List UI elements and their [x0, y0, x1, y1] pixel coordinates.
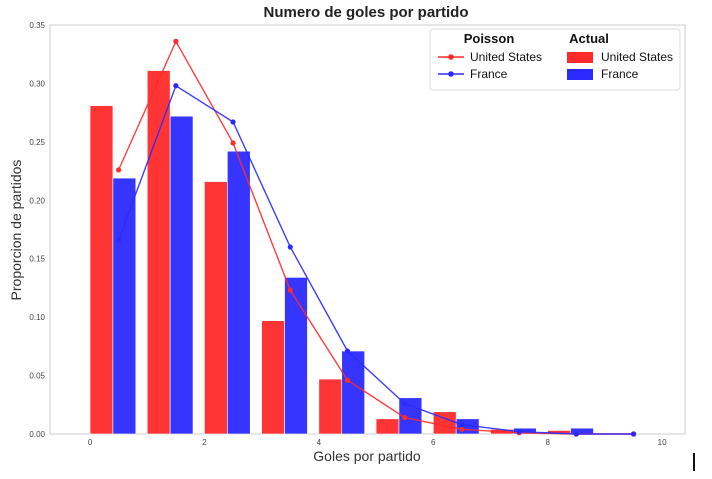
bar-france-1 [169, 115, 194, 435]
point-poisson-united-states-4.5 [344, 377, 351, 383]
lines-layer [116, 38, 637, 437]
y-tick-label: 0.00 [29, 430, 45, 439]
bar-france-2 [227, 150, 251, 435]
x-tick-label: 6 [431, 438, 436, 447]
y-axis-label: Proporcion de partidos [8, 160, 24, 301]
x-tick-label: 4 [317, 438, 322, 447]
legend-actual-swatch-france [567, 69, 593, 80]
bar-united-states-4 [318, 378, 343, 435]
legend-poisson-marker-united-states [448, 54, 454, 60]
legend-entries: United States France United States France [438, 50, 673, 81]
legend-header-poisson: Poisson [464, 31, 515, 46]
bar-france-0 [112, 177, 137, 435]
bar-united-states-0 [89, 105, 114, 435]
point-poisson-france-7.5 [516, 429, 522, 435]
y-tick-label: 0.10 [29, 313, 45, 322]
point-poisson-united-states-2.5 [230, 140, 236, 146]
point-poisson-france-8.5 [573, 431, 579, 437]
point-poisson-france-6.5 [459, 422, 465, 428]
plot-frame [49, 24, 686, 435]
point-poisson-united-states-3.5 [287, 287, 293, 293]
point-poisson-united-states-1.5 [173, 38, 179, 44]
y-tick-label: 0.35 [29, 21, 45, 30]
x-tick-label: 10 [658, 438, 667, 447]
x-tick-label: 0 [88, 438, 93, 447]
legend-header-actual: Actual [569, 31, 609, 46]
y-tick-label: 0.25 [29, 138, 45, 147]
bar-united-states-2 [204, 181, 228, 435]
bar-united-states-1 [146, 70, 171, 435]
y-tick-label: 0.15 [29, 255, 45, 264]
legend-actual-label-united-states: United States [601, 50, 673, 64]
chart-title: Numero de goles por partido [263, 4, 468, 21]
x-axis-label: Goles por partido [313, 448, 421, 464]
line-poisson-france [117, 84, 634, 435]
legend-actual-label-france: France [601, 67, 639, 81]
point-poisson-france-0.5 [116, 237, 122, 243]
point-poisson-france-9.5 [630, 431, 637, 437]
legend: Poisson Actual United StatesFranceUnited… [429, 28, 681, 91]
legend-box [429, 28, 681, 91]
point-poisson-france-4.5 [344, 348, 351, 354]
bar-france-3 [284, 277, 308, 435]
legend-poisson-label-united-states: United States [470, 50, 542, 64]
point-poisson-united-states-5.5 [402, 415, 408, 421]
x-tick-label: 8 [545, 438, 550, 447]
ticks-layer: 0 2 4 6 8 10 0.00 0.05 0.10 0.15 0.20 0.25 0.30 0.35 [29, 21, 667, 447]
point-poisson-united-states-0.5 [116, 167, 122, 173]
text-cursor [693, 453, 695, 471]
bar-united-states-3 [261, 320, 285, 435]
point-poisson-france-3.5 [287, 244, 293, 250]
line-poisson-united-states [117, 39, 634, 435]
y-tick-label: 0.30 [29, 79, 45, 88]
bars-layer [89, 70, 594, 435]
y-tick-label: 0.05 [29, 372, 45, 381]
point-poisson-france-5.5 [402, 401, 408, 407]
legend-poisson-marker-france [448, 71, 454, 77]
legend-actual-swatch-united-states [567, 52, 593, 63]
y-tick-label: 0.20 [29, 196, 45, 205]
bar-france-5 [398, 397, 423, 435]
legend-poisson-label-france: France [470, 67, 508, 81]
point-poisson-france-2.5 [230, 119, 236, 125]
bar-united-states-5 [375, 418, 400, 435]
point-poisson-france-1.5 [173, 83, 179, 89]
x-tick-label: 2 [202, 438, 207, 447]
bar-france-4 [341, 350, 365, 435]
point-poisson-united-states-6.5 [459, 426, 465, 432]
